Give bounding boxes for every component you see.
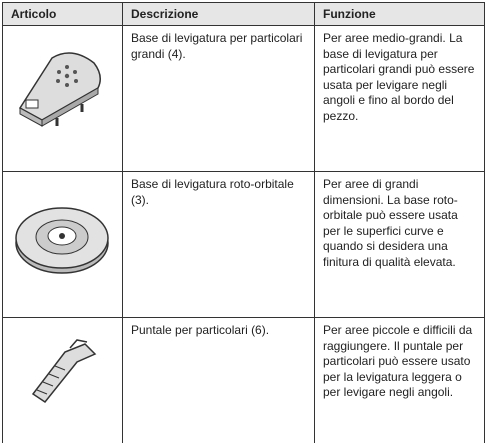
cell: Per aree piccole e difficili da raggiung… <box>314 317 485 443</box>
disc-icon <box>15 207 109 274</box>
header-cell: Funzione <box>314 2 485 26</box>
header-cell: Descrizione <box>122 2 315 26</box>
pad-icon <box>18 52 101 127</box>
tip-icon <box>31 339 97 404</box>
cell: Per aree di grandi dimensioni. La base r… <box>314 171 485 318</box>
cell: Base di levigatura roto-orbitale (3). <box>122 171 315 318</box>
cell: Per aree medio-grandi. La base di leviga… <box>314 25 485 172</box>
cell: Base di levigatura per particolari grand… <box>122 25 315 172</box>
header-cell: Articolo <box>2 2 123 26</box>
cell: Puntale per particolari (6). <box>122 317 315 443</box>
